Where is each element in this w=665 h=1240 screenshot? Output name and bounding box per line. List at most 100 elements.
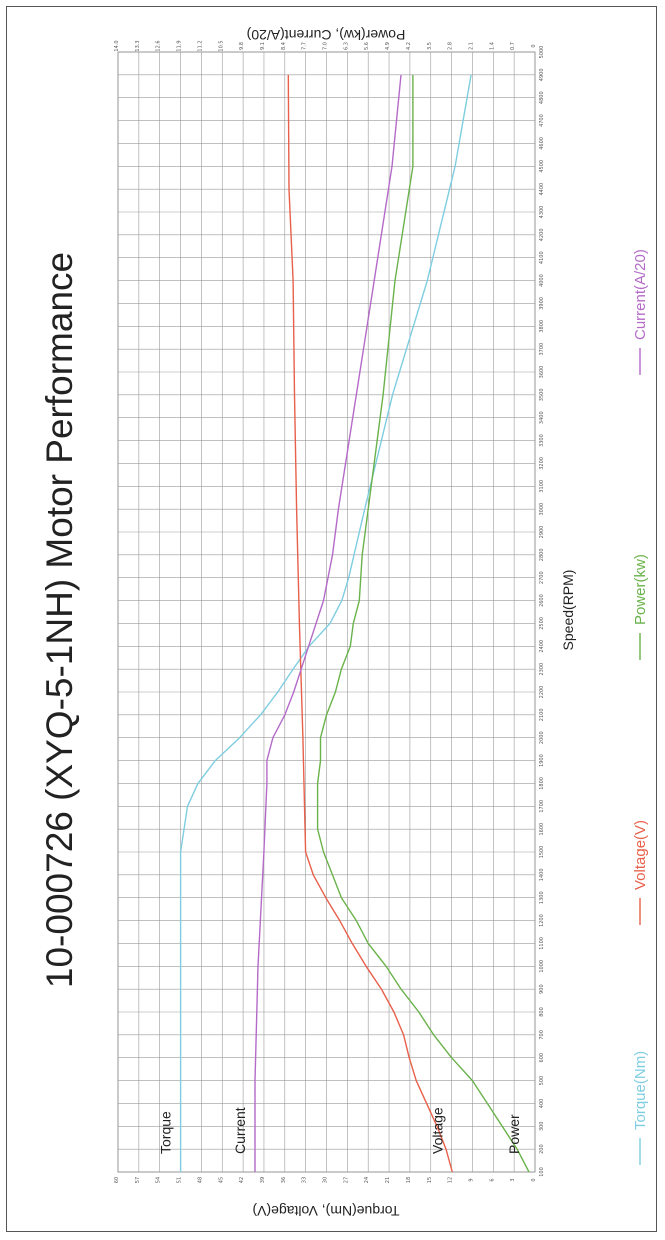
y-left-tick-label: 15 [427,1177,433,1183]
legend-label-current-a-20: Current(A/20) [632,249,649,340]
chart-title: 10-000726 (XYQ-5-1NH) Motor Performance [39,252,80,988]
y-right-tick-label: 2.1 [468,42,474,50]
y-left-tick-label: 48 [197,1177,203,1183]
x-axis-title: Speed(RPM) [560,570,576,651]
x-tick-label: 3000 [539,503,545,516]
x-tick-label: 1200 [539,914,545,927]
x-tick-label: 3700 [539,343,545,356]
y-right-tick-label: 9.1 [260,42,266,50]
curve-label-voltage: Voltage [429,1107,445,1154]
x-tick-label: 3500 [539,388,545,401]
x-tick-label: 2600 [539,594,545,607]
x-tick-label: 2400 [539,640,545,653]
y-left-axis-title: Torque(Nm), Voltage(V) [252,1203,399,1219]
curve-label-torque: Torque [158,1111,174,1154]
series-line-torque-nm [179,74,472,1172]
y-right-tick-label: 0 [531,44,537,47]
series-line-voltage-v [287,74,453,1173]
x-tick-label: 2800 [539,548,545,561]
y-right-tick-label: 8.4 [281,42,287,50]
x-tick-label: 4900 [539,68,545,81]
y-left-tick-label: 3 [510,1178,516,1181]
y-left-tick-label: 60 [114,1177,120,1183]
x-tick-label: 1800 [539,777,545,790]
y-right-tick-label: 6.3 [343,42,349,50]
x-tick-label: 2000 [539,731,545,744]
x-tick-label: 800 [539,1007,545,1017]
y-left-tick-label: 33 [302,1177,308,1183]
x-tick-label: 3800 [539,320,545,333]
x-tick-label: 300 [539,1122,545,1132]
curve-label-power: Power [506,1114,522,1154]
x-tick-label: 500 [539,1076,545,1086]
legend-label-torque-nm: Torque(Nm) [632,1051,649,1130]
x-tick-label: 1500 [539,846,545,859]
y-right-tick-label: 10.5 [218,40,224,51]
x-tick-label: 4500 [539,160,545,173]
x-tick-label: 400 [539,1099,545,1109]
x-tick-label: 5000 [539,46,545,59]
x-tick-label: 4000 [539,274,545,287]
x-tick-label: 3900 [539,297,545,310]
y-right-tick-label: 7.7 [302,42,308,50]
x-tick-label: 2100 [539,708,545,721]
y-left-tick-label: 0 [531,1178,537,1181]
series-line-current-a-20 [254,74,402,1172]
x-tick-label: 100 [539,1167,545,1177]
y-left-tick-label: 9 [468,1178,474,1181]
x-tick-label: 600 [539,1053,545,1063]
x-tick-label: 2500 [539,617,545,630]
x-tick-label: 4100 [539,251,545,264]
y-left-tick-label: 6 [489,1178,495,1181]
y-right-tick-label: 11.2 [197,40,203,51]
x-tick-label: 2300 [539,663,545,676]
x-tick-label: 1300 [539,891,545,904]
tick-layer: 1002003004005006007008009001000110012001… [114,40,545,1183]
x-tick-label: 1100 [539,937,545,950]
x-tick-label: 700 [539,1030,545,1040]
y-right-tick-label: 7.0 [323,42,329,50]
y-left-tick-label: 39 [260,1177,266,1183]
x-tick-label: 4400 [539,183,545,196]
y-right-tick-label: 4.2 [406,42,412,50]
y-left-tick-label: 57 [135,1177,141,1183]
x-tick-label: 3200 [539,457,545,470]
y-right-tick-label: 14.0 [114,40,120,51]
x-tick-label: 4300 [539,206,545,219]
y-left-tick-label: 12 [448,1177,454,1183]
chart-frame [6,6,657,1232]
y-right-tick-label: 13.3 [135,40,141,51]
x-tick-label: 3300 [539,434,545,447]
y-left-tick-label: 42 [239,1177,245,1183]
y-right-tick-label: 1.4 [489,42,495,50]
x-tick-label: 2200 [539,686,545,699]
y-right-axis-title: Power(kw), Current(A/20) [247,27,406,43]
legend-label-power-kw: Power(kw) [632,554,649,625]
series-line-power-kw [316,74,530,1173]
plot-grid [117,51,536,1173]
curve-label-current: Current [232,1107,248,1154]
y-right-tick-label: 9.8 [239,42,245,50]
y-left-tick-label: 27 [343,1177,349,1183]
y-right-tick-label: 3.5 [427,42,433,50]
y-left-tick-label: 54 [156,1177,162,1183]
y-left-tick-label: 24 [364,1177,370,1183]
legend: Torque(Nm) Voltage(V) Power(kw) Current(A/2… [632,249,649,1165]
x-tick-label: 900 [539,984,545,994]
x-tick-label: 4800 [539,91,545,104]
x-tick-label: 200 [539,1144,545,1154]
x-tick-label: 1000 [539,960,545,973]
x-tick-label: 3600 [539,366,545,379]
x-tick-label: 3100 [539,480,545,493]
x-tick-label: 4600 [539,137,545,150]
x-tick-label: 1400 [539,868,545,881]
x-tick-label: 2700 [539,571,545,584]
x-tick-label: 4700 [539,114,545,127]
y-left-tick-label: 21 [385,1177,391,1183]
y-right-tick-label: 2.8 [448,42,454,50]
x-tick-label: 1700 [539,800,545,813]
x-tick-label: 2900 [539,526,545,539]
y-left-tick-label: 18 [406,1177,412,1183]
y-left-tick-label: 36 [281,1177,287,1183]
